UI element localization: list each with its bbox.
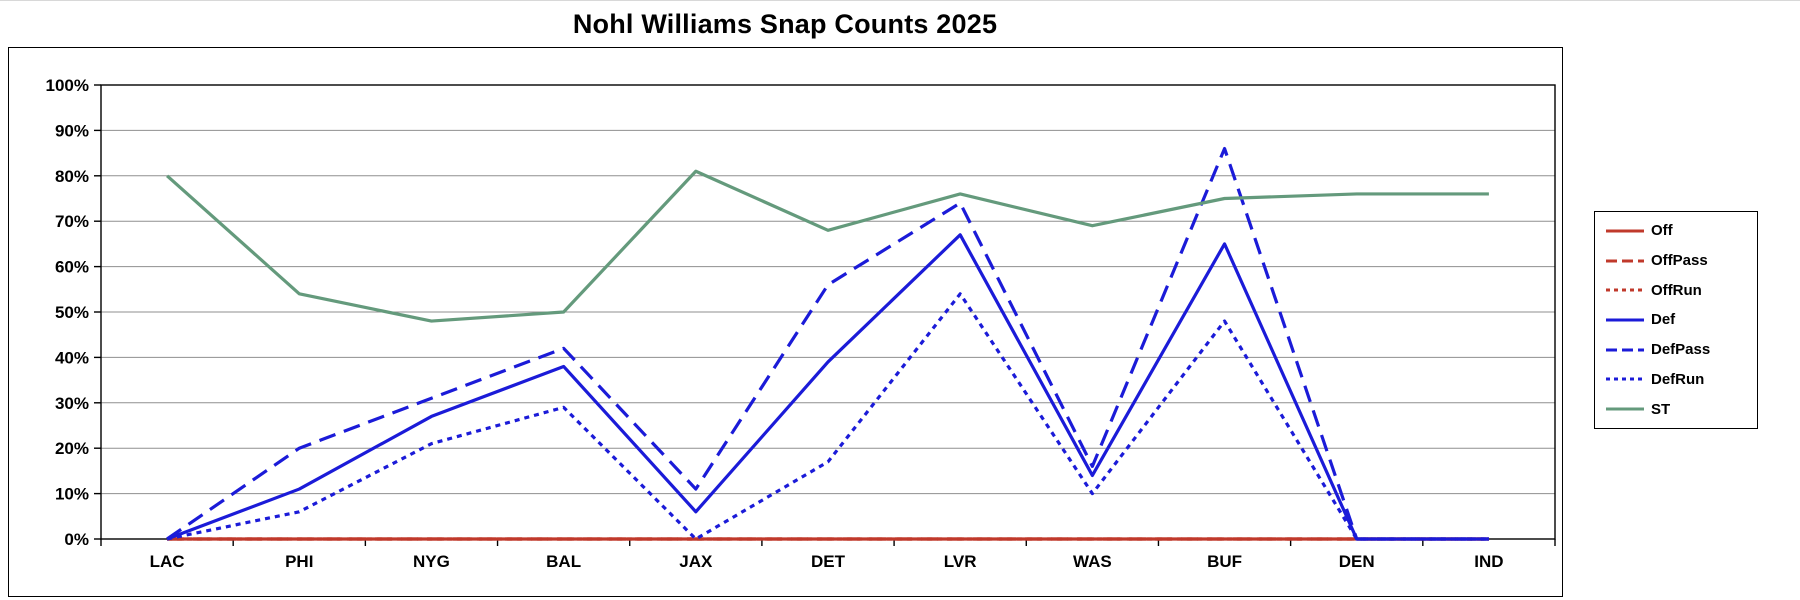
series-line-DefPass (166, 146, 1489, 541)
x-tick-label: BUF (1207, 552, 1242, 571)
x-tick-label: LAC (150, 552, 185, 571)
legend-label: OffPass (1651, 252, 1708, 270)
legend-line-sample-icon (1606, 259, 1644, 263)
legend-item-ST: ST (1605, 401, 1757, 418)
x-tick-label: DET (811, 552, 846, 571)
y-tick-label: 90% (55, 121, 89, 140)
chart-title: Nohl Williams Snap Counts 2025 (572, 9, 998, 39)
x-tick-label: PHI (285, 552, 313, 571)
legend-label: Off (1651, 222, 1673, 240)
y-tick-label: 80% (55, 167, 89, 186)
legend-line-sample-icon (1606, 318, 1644, 322)
legend-line-sample-icon (1606, 348, 1644, 352)
series-line-Def (166, 233, 1489, 541)
x-tick-label: DEN (1339, 552, 1375, 571)
legend-line-sample-icon (1606, 229, 1644, 233)
legend-item-OffPass: OffPass (1605, 252, 1757, 269)
y-tick-label: 10% (55, 485, 89, 504)
legend-line-sample-icon (1606, 407, 1644, 411)
legend-line-sample-icon (1606, 377, 1644, 381)
y-tick-label: 70% (55, 212, 89, 231)
y-tick-label: 100% (46, 76, 89, 95)
legend-item-OffRun: OffRun (1605, 282, 1757, 299)
y-tick-label: 40% (55, 348, 89, 367)
y-tick-label: 20% (55, 439, 89, 458)
series-line-DefRun (166, 292, 1489, 541)
legend-label: DefRun (1651, 370, 1705, 388)
y-tick-label: 30% (55, 394, 89, 413)
legend-label: OffRun (1651, 281, 1702, 299)
legend-item-Def: Def (1605, 311, 1757, 328)
y-tick-label: 0% (64, 530, 89, 549)
x-tick-label: IND (1474, 552, 1503, 571)
x-tick-label: WAS (1073, 552, 1112, 571)
chart-frame: 0% 10% 20% 30% 40% 50% 60% 70% 80% 90% 100% LAC PHI N… (8, 47, 1563, 597)
chart-plot-area: 0% 10% 20% 30% 40% 50% 60% 70% 80% 90% 100% LAC PHI N… (46, 76, 1556, 571)
legend: Off OffPass OffRun Def DefPass DefRun ST (1594, 211, 1758, 429)
legend-item-Off: Off (1605, 222, 1757, 239)
x-tick-label: BAL (546, 552, 581, 571)
x-tick-label: NYG (413, 552, 450, 571)
legend-label: Def (1651, 311, 1676, 329)
series-line-ST (166, 169, 1489, 323)
legend-item-DefRun: DefRun (1605, 371, 1757, 388)
legend-label: DefPass (1651, 341, 1711, 359)
legend-line-sample-icon (1606, 288, 1644, 292)
legend-label: ST (1651, 400, 1671, 418)
x-tick-label: JAX (679, 552, 713, 571)
y-tick-label: 50% (55, 303, 89, 322)
x-tick-label: LVR (944, 552, 977, 571)
legend-item-DefPass: DefPass (1605, 341, 1757, 358)
y-tick-label: 60% (55, 258, 89, 277)
